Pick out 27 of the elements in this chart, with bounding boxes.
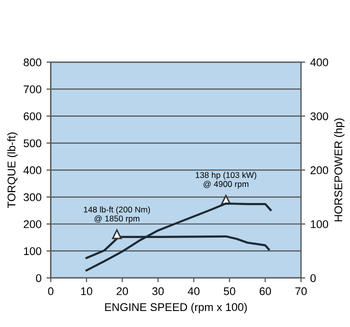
y-tick-label: 300: [24, 193, 42, 202]
y-tick-label: 500: [24, 139, 42, 148]
annotation: 138 hp (103 kW) @ 4900 rpm: [196, 172, 256, 189]
y-tick-label: 0: [36, 274, 42, 282]
x-tick-label: 30: [152, 287, 164, 296]
x-tick-label: 10: [81, 287, 92, 296]
x-tick-label: 20: [116, 287, 128, 296]
y-tick-label: 800: [24, 58, 42, 66]
annotation: 148 lb-ft (200 Nm) @ 1850 rpm: [84, 206, 150, 224]
y-tick-label: 100: [24, 247, 42, 256]
y2-tick-label: 0: [310, 274, 316, 282]
y2-tick-label: 400: [310, 58, 328, 66]
y-tick-label: 600: [24, 112, 42, 120]
y-tick-label: 700: [24, 85, 42, 94]
y-tick-label: 400: [23, 166, 42, 174]
x-tick-label: 70: [295, 287, 307, 296]
y2-tick-label: 200: [310, 166, 328, 174]
y-tick-label: 200: [24, 220, 42, 228]
x-axis-title: ENGINE SPEED (rpm x 100): [105, 302, 247, 314]
y2-tick-label: 300: [310, 112, 328, 120]
y-axis-title: TORQUE (lb-ft): [7, 132, 18, 208]
x-tick-label: 50: [224, 287, 236, 296]
x-tick-label: 0: [48, 287, 54, 296]
y2-axis-title: HORSEPOWER (hp): [334, 118, 344, 222]
x-tick-label: 40: [188, 287, 200, 296]
x-tick-label: 60: [260, 287, 271, 296]
y2-tick-label: 100: [310, 220, 328, 228]
